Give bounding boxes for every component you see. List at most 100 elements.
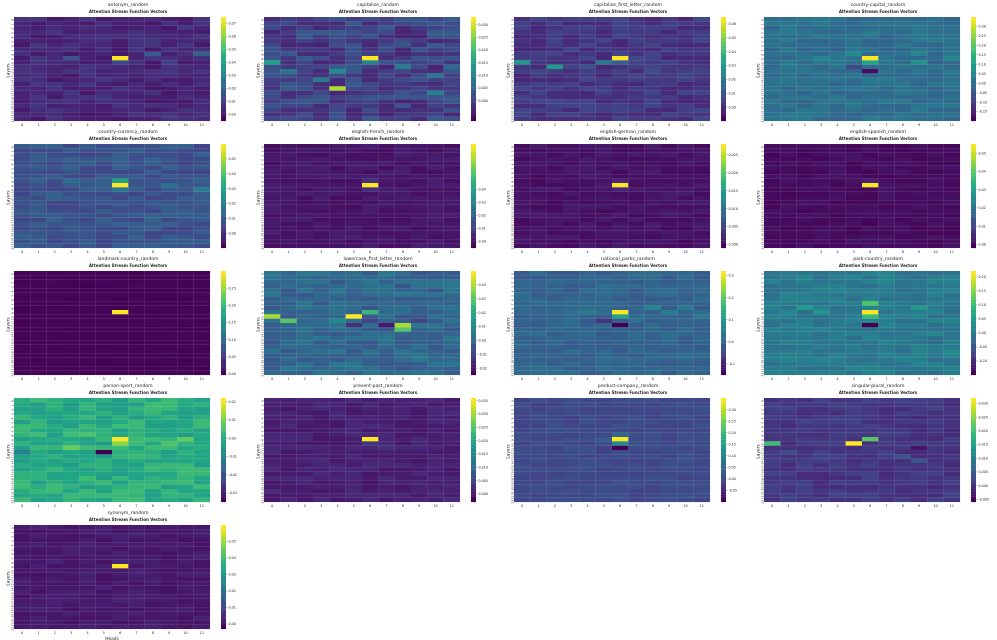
colorbar-segment — [471, 87, 476, 90]
y-tick-label: 1 — [11, 404, 15, 406]
heatmap-cell — [144, 51, 162, 57]
heatmap-cell — [628, 157, 645, 162]
heatmap-cell — [595, 69, 613, 74]
x-tick-label: 9 — [418, 123, 420, 127]
heatmap-cell — [95, 406, 113, 412]
x-tick-label: 10 — [183, 123, 187, 127]
heatmap-cell — [193, 398, 211, 403]
heatmap-cell — [628, 230, 645, 236]
colorbar-segment — [721, 196, 726, 199]
heatmap-cell — [878, 152, 895, 158]
heatmap-cell — [612, 226, 629, 231]
y-tick-label: 17 — [261, 220, 265, 224]
heatmap-cell — [411, 112, 428, 117]
heatmap-cell — [894, 275, 912, 280]
heatmap-cell — [394, 103, 412, 109]
colorbar-tick-label: 0.06 — [229, 35, 236, 39]
heatmap-cell — [911, 200, 928, 205]
heatmap-cell — [362, 314, 379, 319]
heatmap-cell — [546, 288, 564, 293]
colorbar-segment — [221, 299, 226, 303]
heatmap-cell — [628, 174, 645, 179]
heatmap-cell — [764, 170, 781, 175]
y-tick-label: 8 — [11, 308, 15, 310]
heatmap-cell — [46, 209, 64, 214]
heatmap-cell — [128, 344, 145, 350]
y-tick-label: 10 — [511, 316, 515, 320]
heatmap-cell — [394, 25, 412, 31]
heatmap-cell — [612, 112, 629, 117]
heatmap-cell — [264, 144, 281, 149]
heatmap-cell — [46, 415, 64, 420]
heatmap-cell — [894, 30, 912, 35]
x-tick-label: 1 — [787, 250, 789, 254]
heatmap-cell — [693, 331, 711, 337]
heatmap-cell — [345, 336, 363, 341]
heatmap-cell — [14, 489, 31, 494]
x-tick-label: 11 — [950, 377, 954, 381]
heatmap-cell — [394, 34, 412, 39]
colorbar-segment — [721, 330, 726, 334]
colorbar-segment — [971, 273, 976, 277]
heatmap-cell — [829, 99, 846, 104]
heatmap-cell — [911, 178, 928, 184]
heatmap-cell — [30, 353, 47, 358]
heatmap-cell — [546, 284, 564, 289]
y-tick-label: 9 — [761, 312, 765, 314]
heatmap-cell — [128, 86, 145, 91]
heatmap-cell — [813, 47, 830, 52]
heatmap-cell — [313, 34, 330, 39]
colorbar-segment — [471, 71, 476, 75]
heatmap-cell — [427, 112, 444, 117]
heatmap-cell — [161, 271, 178, 276]
heatmap-cell — [313, 69, 330, 74]
heatmap-cell — [927, 204, 944, 210]
heatmap-cell — [443, 310, 461, 315]
heatmap-cell — [79, 480, 96, 485]
heatmap-cell — [796, 357, 814, 363]
heatmap-cell — [894, 90, 912, 96]
panel-task-label: english-german_random — [600, 129, 657, 135]
heatmap-cell — [595, 226, 613, 231]
heatmap-cell — [280, 170, 297, 175]
heatmap-cell — [780, 30, 797, 35]
heatmap-cell — [144, 56, 162, 61]
heatmap-cell — [14, 454, 31, 459]
heatmap-cell — [177, 463, 194, 468]
heatmap-cell — [514, 178, 531, 184]
heatmap-cell — [514, 353, 531, 358]
heatmap-cell — [14, 161, 31, 166]
colorbar-tick-label: 0.005 — [729, 225, 738, 229]
heatmap-cell — [112, 476, 129, 481]
heatmap-cell — [63, 305, 80, 311]
heatmap-cell — [845, 148, 863, 153]
colorbar-segment — [221, 211, 226, 215]
heatmap-cell — [927, 165, 944, 171]
heatmap-cell — [63, 99, 80, 104]
heatmap-cell — [530, 314, 547, 319]
heatmap-cell — [264, 402, 281, 407]
x-tick-label: 0 — [21, 377, 23, 381]
heatmap-cell — [514, 314, 531, 319]
heatmap-cell — [911, 366, 928, 371]
heatmap-cell — [612, 144, 629, 149]
heatmap-cell — [280, 305, 297, 311]
heatmap-cell — [612, 209, 629, 214]
heatmap-cell — [313, 178, 330, 184]
colorbar-segment — [471, 185, 476, 189]
heatmap-cell — [764, 349, 781, 354]
x-tick-label: 2 — [804, 250, 806, 254]
heatmap-cell — [862, 275, 879, 280]
y-tick-label: 22 — [261, 241, 265, 245]
heatmap-cell — [514, 60, 531, 65]
heatmap-cell — [161, 165, 178, 171]
heatmap-cell — [128, 174, 145, 179]
colorbar-tick-label: 0.01 — [979, 224, 986, 228]
heatmap-cell — [79, 30, 96, 35]
heatmap-cell — [14, 60, 31, 65]
heatmap-cell — [362, 82, 379, 87]
heatmap-cell — [345, 301, 363, 306]
heatmap-cell — [378, 226, 395, 231]
heatmap-cell — [144, 213, 162, 218]
